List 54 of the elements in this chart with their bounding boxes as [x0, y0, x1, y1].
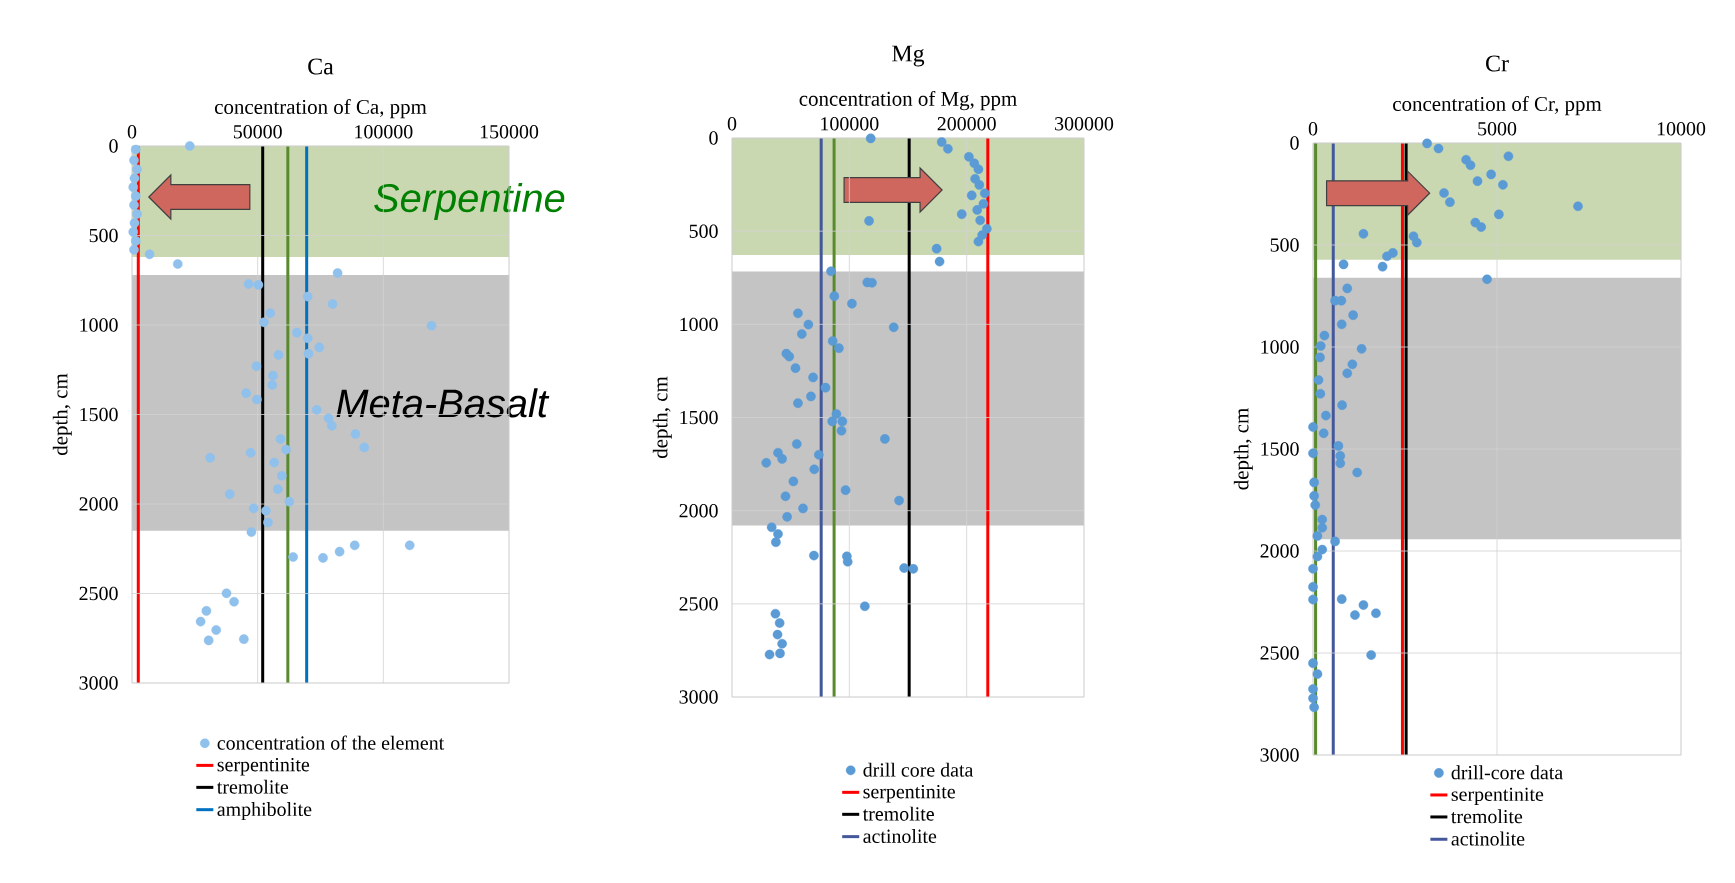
x-tick-label: 150000	[480, 125, 539, 139]
y-tick-label: 1500	[1261, 442, 1299, 456]
y-tick-label: 2000	[679, 503, 718, 518]
y-axis-title: depth, cm	[652, 376, 672, 459]
x-tick-label: 300000	[1055, 117, 1114, 131]
y-axis-title: depth, cm	[1233, 408, 1253, 490]
y-tick-label: 1500	[680, 410, 718, 425]
y-tick-label: 2000	[79, 497, 118, 511]
y-axis-title: depth, cm	[52, 373, 72, 456]
y-tick-label: 3000	[1260, 748, 1299, 762]
legend-label: serpentinite	[863, 785, 955, 803]
y-tick-label: 2000	[1260, 544, 1299, 558]
y-tick-label: 2500	[679, 597, 718, 611]
x-axis-title: concentration of Mg, ppm	[799, 90, 1017, 111]
x-tick-label: 0	[1308, 122, 1318, 136]
y-tick-label: 1500	[80, 407, 118, 422]
chart-title: Cr	[1486, 55, 1509, 72]
chart-title: Mg	[892, 45, 925, 67]
x-tick-label: 10000	[1657, 122, 1706, 136]
y-tick-label: 2500	[1260, 646, 1299, 660]
band-label: Serpentine	[374, 182, 565, 221]
x-tick-label: 0	[127, 125, 137, 139]
y-tick-label: 3000	[79, 676, 118, 690]
y-tick-label: 3000	[679, 690, 718, 704]
y-tick-label: 0	[1290, 136, 1299, 150]
legend-label: serpentinite	[1451, 787, 1544, 806]
y-tick-label: 500	[1270, 238, 1299, 252]
x-tick-label: 50000	[233, 125, 282, 139]
band-label: Meta-Basalt	[336, 388, 550, 418]
legend-label: drill core data	[863, 762, 974, 777]
legend-label: serpentinite	[217, 758, 310, 776]
ref-line-label: tremolite	[862, 806, 934, 821]
x-tick-label: 5000	[1478, 122, 1517, 136]
x-axis-title: concentration of Ca, ppm	[214, 99, 427, 119]
x-tick-label: 200000	[937, 117, 996, 131]
chart-title: Ca	[308, 58, 334, 75]
legend-label: concentration of the element	[217, 735, 445, 750]
legend-label: actinolite	[1451, 831, 1525, 846]
y-tick-label: 0	[109, 139, 118, 153]
legend-label: tremolite	[1451, 809, 1523, 824]
y-tick-label: 1000	[1261, 340, 1299, 354]
y-tick-label: 1000	[80, 318, 118, 332]
y-tick-label: 500	[89, 228, 118, 243]
x-tick-label: 0	[727, 117, 737, 131]
x-tick-label: 100000	[821, 117, 879, 131]
ref-line-label: tremolite	[217, 779, 289, 794]
y-tick-label: 500	[689, 224, 718, 238]
y-tick-label: 2500	[79, 586, 118, 601]
y-tick-label: 1000	[680, 317, 718, 332]
legend-label: drill-core data	[1451, 765, 1563, 780]
legend-label: amphibolite	[217, 802, 312, 821]
legend-label: actinolite	[863, 828, 937, 843]
x-axis-title: concentration of Cr, ppm	[1393, 96, 1602, 116]
x-tick-label: 100000	[355, 125, 413, 139]
